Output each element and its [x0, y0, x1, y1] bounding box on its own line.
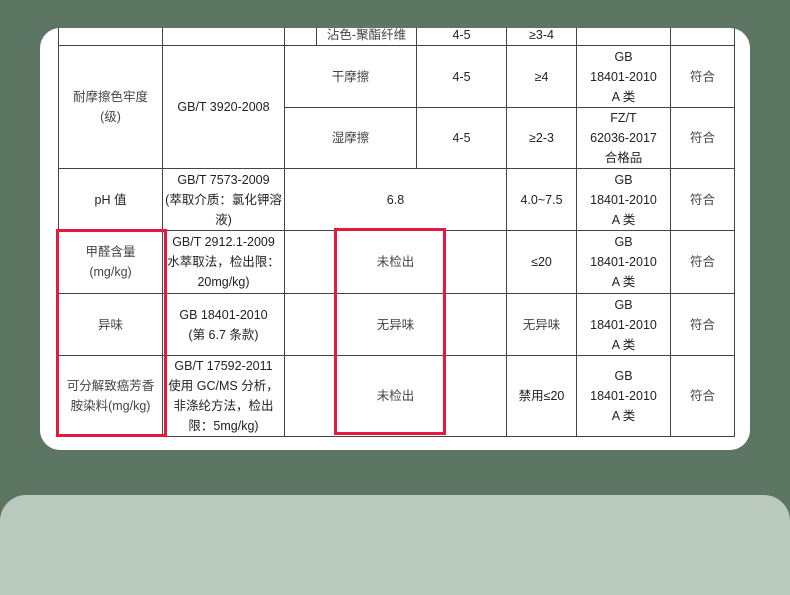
method: GB/T 7573-2009 (萃取介质：氯化钾溶 液): [162, 168, 285, 231]
requirement: ≥4: [506, 45, 577, 108]
standard: GB 18401-2010 A 类: [576, 293, 671, 356]
item: 耐摩擦色牢度 (级): [58, 45, 163, 169]
item: 甲醛含量 (mg/kg): [58, 230, 163, 294]
standard: GB 18401-2010 A 类: [576, 355, 671, 437]
method: GB/T 17592-2011 使用 GC/MS 分析， 非涤纶方法，检出 限：5mg…: [162, 355, 285, 437]
table-row: 湿摩擦 4-5 ≥2-3 FZ/T 62036-2017 合格品 符合: [59, 107, 735, 169]
table-row: 异味 GB 18401-2010 (第 6.7 条款) 无异味 无异味 GB 184…: [58, 293, 735, 356]
method: GB 18401-2010 (第 6.7 条款): [162, 293, 285, 356]
method: GB/T 2912.1-2009 水萃取法，检出限： 20mg/kg): [162, 230, 285, 294]
item: 可分解致癌芳香 胺染料(mg/kg): [58, 355, 163, 437]
result: 4-5: [416, 28, 507, 46]
table-row: 沾色-聚酯纤维 4-5 ≥3-4: [58, 28, 735, 46]
requirement: 禁用≤20: [506, 355, 577, 437]
verdict: 符合: [670, 293, 735, 356]
method: GB/T 3920-2008: [162, 45, 285, 169]
table-row: 可分解致癌芳香 胺染料(mg/kg) GB/T 17592-2011 使用 GC/M…: [58, 355, 735, 437]
sub-item: 沾色-聚酯纤维: [316, 28, 417, 46]
verdict: 符合: [670, 45, 735, 108]
requirement: 无异味: [506, 293, 577, 356]
standard: GB 18401-2010 A 类: [576, 45, 671, 108]
highlight-box-results: [334, 228, 446, 435]
sub-item: 湿摩擦: [284, 107, 417, 169]
requirement: ≥2-3: [506, 107, 577, 169]
bottom-panel: [0, 495, 790, 595]
result: 6.8: [284, 168, 507, 231]
result: 无异味: [284, 293, 507, 356]
standard: GB 18401-2010 A 类: [576, 230, 671, 294]
table-row: 耐摩擦色牢度 (级) GB/T 3920-2008 干摩擦 4-5 ≥4 GB 18…: [58, 45, 735, 169]
verdict: 符合: [670, 168, 735, 231]
report-card: 沾色-聚酯纤维 4-5 ≥3-4 耐摩擦色牢度 (级) GB/T 3920-200…: [40, 28, 750, 450]
table-row: 甲醛含量 (mg/kg) GB/T 2912.1-2009 水萃取法，检出限： 20m…: [58, 230, 735, 294]
sub-item: 干摩擦: [284, 45, 417, 108]
result: 未检出: [284, 230, 507, 294]
result: 4-5: [416, 45, 507, 108]
verdict: 符合: [670, 107, 735, 169]
requirement: 4.0~7.5: [506, 168, 577, 231]
requirement: ≤20: [506, 230, 577, 294]
standard: FZ/T 62036-2017 合格品: [576, 107, 671, 169]
result: 4-5: [416, 107, 507, 169]
table-row: pH 值 GB/T 7573-2009 (萃取介质：氯化钾溶 液) 6.8 4.0~…: [58, 168, 735, 231]
standard: GB 18401-2010 A 类: [576, 168, 671, 231]
verdict: 符合: [670, 355, 735, 437]
verdict: 符合: [670, 230, 735, 294]
item: pH 值: [58, 168, 163, 231]
requirement: ≥3-4: [506, 28, 577, 46]
item: 异味: [58, 293, 163, 356]
highlight-box-items: [56, 229, 167, 437]
test-results-table: 沾色-聚酯纤维 4-5 ≥3-4 耐摩擦色牢度 (级) GB/T 3920-200…: [58, 28, 735, 437]
